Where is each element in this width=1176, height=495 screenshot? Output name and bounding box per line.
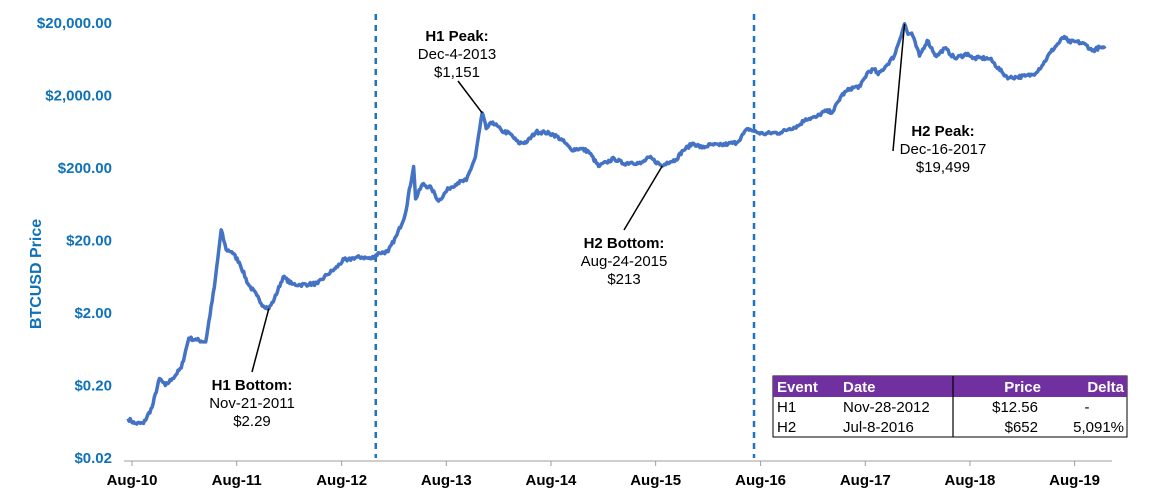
x-tick-label: Aug-17 <box>840 472 891 489</box>
y-tick-label: $2,000.00 <box>45 88 112 105</box>
table-header-cell: Event <box>777 379 818 396</box>
annotation-title: H2 Peak: <box>911 123 974 140</box>
x-tick-label: Aug-11 <box>212 472 262 489</box>
annotation-price: $19,499 <box>916 159 970 176</box>
annotation-date: Nov-21-2011 <box>209 395 295 412</box>
y-tick-label: $0.02 <box>74 450 112 467</box>
x-tick-label: Aug-14 <box>526 472 577 489</box>
annotation-title: H2 Bottom: <box>584 235 665 252</box>
halving-table: Event Date Price Delta H1 Nov-28-2012 $12.56 - H… <box>772 375 1128 438</box>
table-header-cell: Date <box>843 379 876 396</box>
annotation-date: Aug-24-2015 <box>581 253 668 270</box>
table-cell: 5,091% <box>1073 419 1124 436</box>
table-cell: $652 <box>1005 419 1038 436</box>
annotations-layer: H1 Bottom:Nov-21-2011$2.29 H1 Peak:Dec-4-… <box>209 23 987 430</box>
annotation-title: H1 Bottom: <box>212 377 293 394</box>
annotation-date: Dec-4-2013 <box>418 46 496 63</box>
table-header-cell: Price <box>1004 379 1041 396</box>
y-axis: $0.02 $0.20 $2.00 $20.00 $200.00 $2,000.00 $20… <box>37 15 112 467</box>
table-cell: Nov-28-2012 <box>843 399 930 416</box>
annotation-date: Dec-16-2017 <box>900 141 987 158</box>
annotation-leader-line <box>892 23 906 152</box>
annotation-title: H1 Peak: <box>425 28 488 45</box>
annotation-leader-line <box>623 165 663 231</box>
table-cell: - <box>1085 399 1090 416</box>
x-tick-label: Aug-12 <box>316 472 367 489</box>
annotation-leader-line <box>457 80 483 114</box>
table-header-cell: Delta <box>1087 379 1124 396</box>
x-tick-label: Aug-18 <box>945 472 996 489</box>
y-tick-label: $20.00 <box>66 233 112 250</box>
table-cell: $12.56 <box>992 399 1038 416</box>
x-tick-label: Aug-10 <box>107 472 158 489</box>
annotation-price: $213 <box>607 271 640 288</box>
x-tick-label: Aug-19 <box>1049 472 1100 489</box>
x-tick-label: Aug-16 <box>735 472 786 489</box>
annotation-price: $1,151 <box>434 64 480 81</box>
chart-vlines-layer <box>374 14 756 458</box>
annotation-leader-line <box>251 308 270 373</box>
table-cell: Jul-8-2016 <box>843 419 914 436</box>
annotation-price: $2.29 <box>233 413 271 430</box>
x-tick-label: Aug-13 <box>421 472 472 489</box>
y-tick-label: $20,000.00 <box>37 15 112 32</box>
table-cell: H1 <box>777 399 796 416</box>
price-series-line <box>126 22 1107 426</box>
y-tick-label: $200.00 <box>58 160 112 177</box>
x-tick-label: Aug-15 <box>630 472 681 489</box>
table-cell: H2 <box>777 419 796 436</box>
chart-line-layer <box>126 22 1107 426</box>
y-tick-label: $2.00 <box>74 305 112 322</box>
y-tick-label: $0.20 <box>74 378 112 395</box>
y-axis-label: BTCUSD Price <box>28 219 45 329</box>
x-axis: Aug-10 Aug-11 Aug-12 Aug-13 Aug-14 Aug-15 Aug-… <box>107 460 1112 489</box>
table-header-row <box>773 376 1127 397</box>
